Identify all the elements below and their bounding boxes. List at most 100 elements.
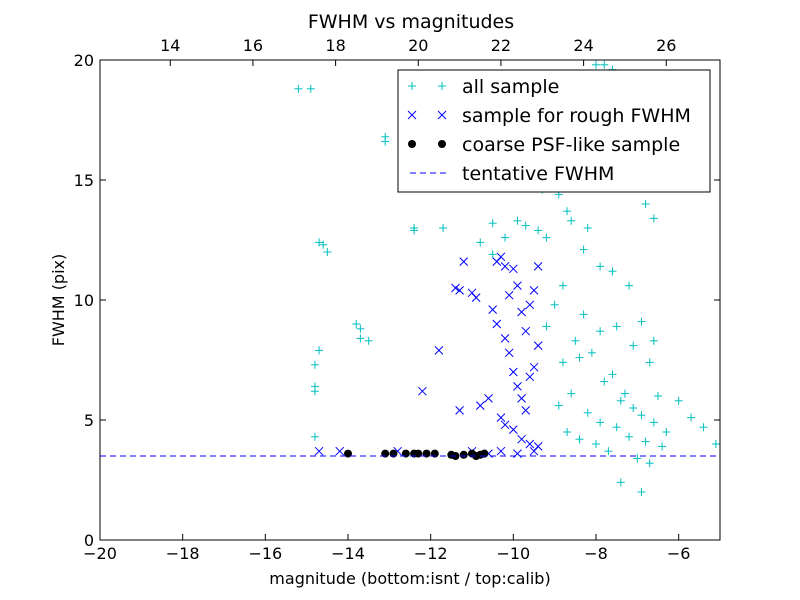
rough-fwhm-point: [314, 446, 324, 456]
rough-fwhm-point: [533, 262, 543, 271]
top-tick-label: 26: [656, 36, 676, 55]
all-sample-point: [542, 233, 551, 242]
all-sample-point: [637, 411, 646, 420]
rough-fwhm-point: [496, 446, 506, 456]
top-tick-label: 16: [243, 36, 263, 55]
all-sample-point: [711, 440, 720, 448]
rough-fwhm-point: [451, 283, 460, 293]
all-sample-point: [306, 84, 315, 93]
rough-fwhm-point: [459, 257, 469, 266]
rough-fwhm-point: [513, 281, 522, 290]
all-sample-point: [600, 377, 609, 386]
x-axis-label: magnitude (bottom:isnt / top:calib): [269, 569, 550, 588]
x-tick-label: −10: [496, 544, 530, 563]
top-tick-label: 20: [408, 36, 428, 55]
x-tick-label: −16: [248, 544, 282, 563]
all-sample-point: [616, 478, 625, 487]
chart-title: FWHM vs magnitudes: [308, 11, 514, 33]
all-sample-point: [612, 322, 621, 331]
points-layer: [100, 60, 720, 496]
all-sample-point: [649, 336, 658, 345]
all-sample-point: [323, 248, 332, 256]
legend-label: tentative FWHM: [462, 163, 614, 185]
rough-fwhm-point: [517, 307, 526, 317]
rough-fwhm-point: [508, 425, 518, 434]
rough-fwhm-point: [496, 252, 506, 262]
all-sample-point: [315, 346, 324, 355]
all-sample-point: [649, 418, 658, 427]
all-sample-point: [687, 413, 696, 422]
legend-marker-swatch: [437, 110, 447, 120]
all-sample-point: [579, 310, 588, 319]
all-sample-point: [641, 437, 650, 446]
rough-fwhm-point: [475, 401, 485, 410]
rough-fwhm-point: [525, 439, 535, 449]
all-sample-point: [381, 137, 390, 146]
all-sample-point: [620, 389, 629, 398]
all-sample-point: [645, 459, 654, 468]
x-tick-label: −6: [667, 544, 691, 563]
legend-marker-swatch: [407, 110, 417, 120]
rough-fwhm-point: [434, 346, 444, 355]
psf-like-point: [459, 450, 468, 459]
legend-marker-swatch: [438, 82, 446, 90]
all-sample-point: [571, 336, 580, 345]
all-sample-point: [356, 334, 365, 343]
legend-marker-swatch: [408, 82, 416, 90]
all-sample-point: [567, 389, 576, 398]
all-sample-point: [310, 387, 319, 396]
all-sample-point: [488, 250, 497, 259]
all-sample-point: [521, 221, 530, 230]
legend-label: coarse PSF-like sample: [462, 134, 680, 156]
legend-label: sample for rough FWHM: [462, 105, 691, 127]
all-sample-point: [662, 428, 671, 436]
all-sample-point: [563, 207, 572, 216]
all-sample-point: [587, 348, 596, 357]
all-sample-point: [616, 396, 625, 405]
all-sample-point: [310, 360, 319, 369]
all-sample-point: [550, 300, 559, 309]
x-tick-label: −12: [414, 544, 448, 563]
y-axis-label: FWHM (pix): [49, 254, 68, 347]
all-sample-point: [563, 428, 572, 436]
all-sample-point: [592, 60, 600, 69]
all-sample-point: [439, 224, 448, 232]
all-sample-point: [352, 320, 361, 328]
all-sample-point: [596, 418, 605, 427]
all-sample-point: [608, 267, 617, 276]
all-sample-point: [625, 281, 634, 290]
all-sample-point: [654, 392, 662, 400]
all-sample-point: [476, 238, 485, 247]
all-sample-point: [410, 224, 419, 232]
rough-fwhm-point: [529, 286, 539, 295]
all-sample-point: [604, 447, 613, 456]
ticks-layer: −20 −18 −16 −14 −12 −10 −8 −6 0 5 10 15 20 14 16 18 20 22…: [74, 36, 720, 563]
all-sample-point: [542, 322, 551, 331]
all-sample-point: [649, 214, 658, 223]
rough-fwhm-point: [533, 341, 543, 350]
all-sample-point: [567, 216, 576, 225]
all-sample-point: [488, 219, 497, 228]
rough-fwhm-point: [335, 446, 345, 456]
legend: all sample sample for rough FWHM coarse PS…: [397, 69, 711, 193]
rough-fwhm-point: [525, 300, 535, 310]
all-sample-point: [364, 336, 373, 345]
rough-fwhm-point: [484, 394, 493, 403]
x-tick-label: −20: [83, 544, 117, 563]
y-tick-label: 20: [74, 51, 94, 70]
top-tick-label: 14: [160, 36, 180, 55]
legend-marker-swatch: [408, 140, 416, 148]
rough-fwhm-point: [525, 372, 535, 382]
top-tick-label: 24: [573, 36, 593, 55]
rough-fwhm-point: [521, 406, 531, 415]
x-tick-label: −18: [166, 544, 200, 563]
x-tick-label: −14: [331, 544, 365, 563]
rough-fwhm-point: [513, 382, 522, 391]
rough-fwhm-point: [521, 326, 531, 336]
all-sample-point: [596, 327, 605, 336]
all-sample-point: [699, 423, 708, 432]
all-sample-point: [558, 281, 567, 290]
rough-fwhm-point: [508, 367, 518, 377]
all-sample-point: [534, 226, 543, 235]
rough-fwhm-point: [517, 394, 526, 403]
